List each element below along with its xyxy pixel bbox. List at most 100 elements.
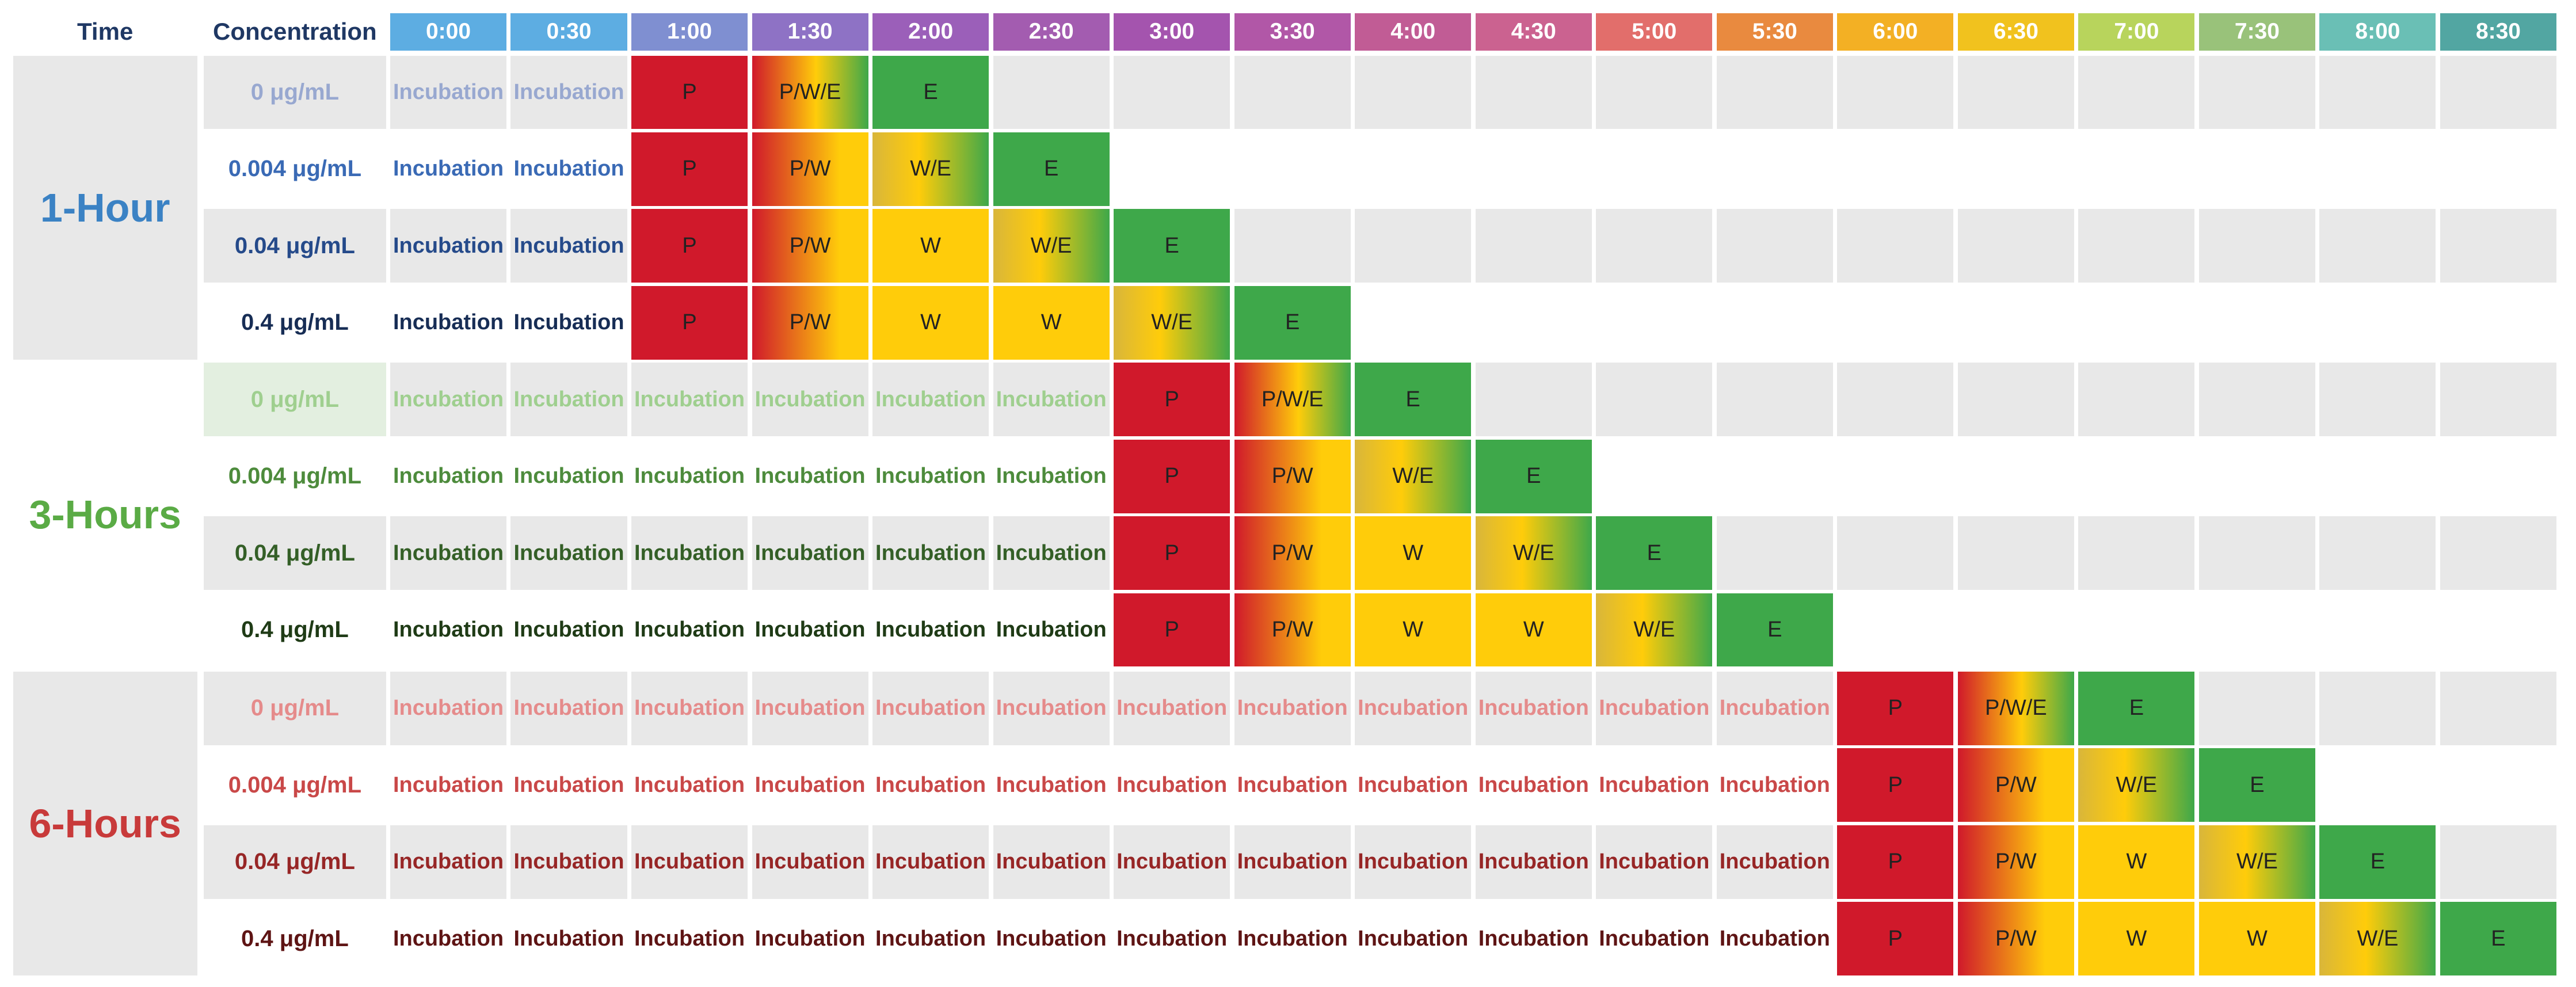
phase-cell: E — [2319, 825, 2436, 899]
phase-cell: W/E — [872, 132, 989, 206]
incubation-cell: Incubation — [993, 516, 1110, 590]
incubation-cell: Incubation — [1116, 926, 1228, 951]
empty-cell — [1957, 209, 2074, 283]
concentration-label: 0.004 μg/mL — [228, 463, 362, 489]
incubation-cell: Incubation — [510, 516, 627, 590]
empty-cell — [2440, 209, 2557, 283]
incubation-cell: Incubation — [1234, 825, 1351, 899]
incubation-cell: Incubation — [1116, 772, 1228, 797]
incubation-cell: Incubation — [875, 618, 986, 642]
incubation-cell: Incubation — [390, 825, 507, 899]
incubation-cell: Incubation — [631, 825, 748, 899]
empty-cell — [1837, 209, 1954, 283]
phase-cell: W — [872, 285, 989, 360]
incubation-cell: Incubation — [1475, 671, 1592, 745]
incubation-cell: Incubation — [872, 363, 989, 437]
incubation-cell: Incubation — [390, 363, 507, 437]
empty-cell — [2198, 363, 2315, 437]
phase-cell: P/W/E — [1957, 671, 2074, 745]
incubation-cell: Incubation — [634, 772, 745, 797]
empty-cell — [2078, 55, 2195, 129]
incubation-cell: Incubation — [393, 926, 504, 951]
phase-cell: P — [1114, 363, 1230, 437]
incubation-cell: Incubation — [513, 926, 624, 951]
incubation-cell: Incubation — [513, 310, 624, 335]
incubation-cell: Incubation — [754, 618, 866, 642]
incubation-cell: Incubation — [513, 464, 624, 489]
empty-cell — [2319, 363, 2436, 437]
empty-cell — [1837, 55, 1954, 129]
incubation-cell: Incubation — [1599, 772, 1710, 797]
concentration-label: 0.004 μg/mL — [228, 156, 362, 182]
empty-cell — [2198, 671, 2315, 745]
phase-cell: E — [1716, 593, 1833, 667]
time-header-cell: 0:30 — [510, 13, 627, 51]
concentration-label: 0.4 μg/mL — [241, 925, 349, 951]
empty-cell — [1596, 55, 1713, 129]
incubation-cell: Incubation — [513, 772, 624, 797]
phase-cell: W/E — [2198, 825, 2315, 899]
time-header-cell: 1:00 — [631, 13, 748, 51]
time-header-cell: 3:00 — [1114, 13, 1230, 51]
incubation-cell: Incubation — [510, 55, 627, 129]
group-label: 3-Hours — [29, 492, 181, 538]
phase-cell: P/W — [752, 132, 868, 206]
phase-cell: P — [1114, 439, 1230, 513]
incubation-cell: Incubation — [872, 671, 989, 745]
incubation-cell: Incubation — [1237, 926, 1348, 951]
incubation-cell: Incubation — [754, 464, 866, 489]
phase-cell: W — [1475, 593, 1592, 667]
phase-cell: E — [1596, 516, 1713, 590]
incubation-cell: Incubation — [1719, 926, 1830, 951]
incubation-cell: Incubation — [393, 310, 504, 335]
phase-cell: E — [2198, 748, 2315, 822]
concentration-label: 0.04 μg/mL — [203, 825, 386, 899]
incubation-cell: Incubation — [510, 825, 627, 899]
phase-cell: E — [872, 55, 989, 129]
phase-cell: P/W — [1957, 748, 2074, 822]
incubation-cell: Incubation — [996, 618, 1107, 642]
empty-cell — [1716, 516, 1833, 590]
incubation-cell: Incubation — [875, 926, 986, 951]
phase-cell: E — [993, 132, 1110, 206]
time-header-cell: 8:30 — [2440, 13, 2557, 51]
phase-cell: W — [1355, 593, 1472, 667]
incubation-cell: Incubation — [634, 464, 745, 489]
time-header-cell: 3:30 — [1234, 13, 1351, 51]
incubation-cell: Incubation — [393, 157, 504, 181]
time-header-cell: 6:00 — [1837, 13, 1954, 51]
empty-cell — [1355, 209, 1472, 283]
concentration-label: 0.4 μg/mL — [241, 617, 349, 643]
phase-cell: W/E — [1355, 439, 1472, 513]
incubation-cell: Incubation — [513, 157, 624, 181]
incubation-cell: Incubation — [1716, 671, 1833, 745]
incubation-cell: Incubation — [393, 618, 504, 642]
incubation-cell: Incubation — [631, 363, 748, 437]
incubation-cell: Incubation — [390, 209, 507, 283]
phase-cell: W/E — [2078, 748, 2195, 822]
phase-cell: W/E — [1114, 285, 1230, 360]
incubation-cell: Incubation — [754, 772, 866, 797]
phase-cell: P/W — [1234, 516, 1351, 590]
empty-cell — [2440, 516, 2557, 590]
empty-cell — [1957, 55, 2074, 129]
phase-cell: W/E — [1475, 516, 1592, 590]
phase-cell: W — [1355, 516, 1472, 590]
phase-cell: P — [631, 209, 748, 283]
phase-cell: E — [1234, 285, 1351, 360]
incubation-cell: Incubation — [872, 516, 989, 590]
empty-cell — [1716, 209, 1833, 283]
incubation-cell: Incubation — [634, 926, 745, 951]
incubation-cell: Incubation — [996, 926, 1107, 951]
group-label: 6-Hours — [29, 801, 181, 847]
phase-cell: P — [1114, 593, 1230, 667]
incubation-cell: Incubation — [631, 671, 748, 745]
empty-cell — [1234, 209, 1351, 283]
incubation-cell: Incubation — [1478, 926, 1589, 951]
phase-cell: P/W — [1957, 825, 2074, 899]
concentration-label: 0.004 μg/mL — [228, 772, 362, 798]
empty-cell — [2319, 671, 2436, 745]
phase-cell: P/W — [752, 285, 868, 360]
incubation-cell: Incubation — [752, 516, 868, 590]
incubation-cell: Incubation — [393, 772, 504, 797]
